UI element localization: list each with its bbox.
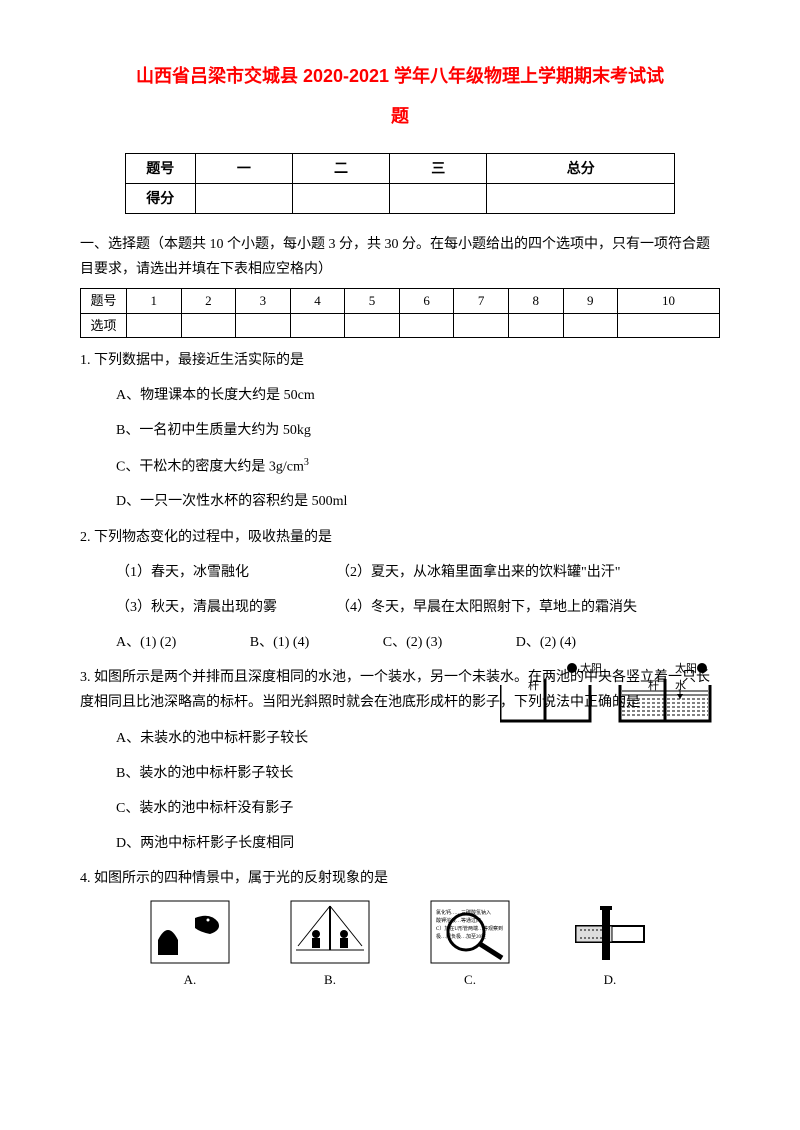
q4-label-a: A.	[135, 968, 245, 991]
exam-title-1: 山西省吕梁市交城县 2020-2021 学年八年级物理上学期期末考试试	[80, 60, 720, 92]
q4-label-c: C.	[415, 968, 525, 991]
q4-fig-d: D.	[555, 900, 665, 991]
answer-cell	[508, 313, 563, 337]
score-col-2: 二	[292, 153, 389, 183]
q2-opt-a: A、(1) (2)	[116, 630, 176, 655]
answer-cell	[563, 313, 618, 337]
q3-figure: 太阳 杆 太阳 杆 水	[500, 661, 720, 751]
question-4: 4. 如图所示的四种情景中，属于光的反射现象的是 A.	[80, 866, 720, 991]
q1-opt-a: A、物理课本的长度大约是 50cm	[80, 383, 720, 408]
q1-stem: 1. 下列数据中，最接近生活实际的是	[80, 348, 720, 373]
q2-sub-row1: （1）春天，冰雪融化（2）夏天，从冰箱里面拿出来的饮料罐"出汗"	[80, 560, 720, 585]
q4-stem: 4. 如图所示的四种情景中，属于光的反射现象的是	[80, 866, 720, 891]
answer-cell	[290, 313, 345, 337]
svg-text:杆: 杆	[648, 678, 659, 692]
answer-num: 5	[345, 289, 400, 313]
q2-sub-row2: （3）秋天，清晨出现的雾（4）冬天，早晨在太阳照射下，草地上的霜消失	[80, 595, 720, 620]
q4-label-b: B.	[275, 968, 385, 991]
score-col-total: 总分	[487, 153, 675, 183]
answer-table: 题号 1 2 3 4 5 6 7 8 9 10 选项	[80, 288, 720, 338]
answer-num: 7	[454, 289, 509, 313]
answer-cell	[399, 313, 454, 337]
question-2: 2. 下列物态变化的过程中，吸收热量的是 （1）春天，冰雪融化（2）夏天，从冰箱…	[80, 525, 720, 656]
q2-opt-c: C、(2) (3)	[383, 630, 443, 655]
svg-text:太阳: 太阳	[580, 662, 602, 675]
q2-options: A、(1) (2) B、(1) (4) C、(2) (3) D、(2) (4)	[80, 630, 720, 655]
answer-row2-label: 选项	[81, 313, 127, 337]
svg-text:极…限负极…加至20往: 极…限负极…加至20往	[436, 933, 486, 940]
answer-num: 8	[508, 289, 563, 313]
q3-opt-c: C、装水的池中标杆没有影子	[80, 796, 720, 821]
q1-opt-b: B、一名初中生质量大约为 50kg	[80, 418, 720, 443]
svg-text:酸钾溶液…等通过两: 酸钾溶液…等通过两	[436, 917, 481, 924]
q2-opt-b: B、(1) (4)	[250, 630, 310, 655]
score-header-label: 题号	[125, 153, 195, 183]
answer-row1-label: 题号	[81, 289, 127, 313]
score-cell	[487, 183, 675, 213]
answer-cell	[345, 313, 400, 337]
q4-fig-b: B.	[275, 900, 385, 991]
answer-num: 10	[618, 289, 720, 313]
svg-text:杆: 杆	[528, 678, 539, 692]
q2-stem: 2. 下列物态变化的过程中，吸收热量的是	[80, 525, 720, 550]
score-cell	[292, 183, 389, 213]
answer-num: 4	[290, 289, 345, 313]
answer-num: 2	[181, 289, 236, 313]
q1-opt-d: D、一只一次性水杯的容积约是 500ml	[80, 489, 720, 514]
q1-opt-c: C、干松木的密度大约是 3g/cm3	[80, 454, 720, 480]
score-row-label: 得分	[125, 183, 195, 213]
svg-text:水: 水	[675, 679, 686, 692]
svg-text:C）加在U形管两端…等观察到: C）加在U形管两端…等观察到	[436, 925, 503, 932]
q4-label-d: D.	[555, 968, 665, 991]
score-col-3: 三	[390, 153, 487, 183]
answer-num: 3	[236, 289, 291, 313]
q2-opt-d: D、(2) (4)	[516, 630, 576, 655]
answer-cell	[181, 313, 236, 337]
section1-instruction: 一、选择题（本题共 10 个小题，每小题 3 分，共 30 分。在每小题给出的四…	[80, 232, 720, 282]
answer-cell	[236, 313, 291, 337]
q4-fig-a: A.	[135, 900, 245, 991]
svg-text:太阳: 太阳	[675, 662, 697, 675]
answer-num: 9	[563, 289, 618, 313]
q3-opt-b: B、装水的池中标杆影子较长	[80, 761, 720, 786]
answer-cell	[454, 313, 509, 337]
score-table: 题号 一 二 三 总分 得分	[125, 153, 675, 214]
q3-opt-d: D、两池中标杆影子长度相同	[80, 831, 720, 856]
question-3: 3. 如图所示是两个并排而且深度相同的水池，一个装水，另一个未装水。在两池的中央…	[80, 665, 720, 856]
question-1: 1. 下列数据中，最接近生活实际的是 A、物理课本的长度大约是 50cm B、一…	[80, 348, 720, 515]
answer-num: 1	[127, 289, 182, 313]
q4-fig-c: 氯化钙……三碳酸氢钠入 酸钾溶液…等通过两 C）加在U形管两端…等观察到 极…限…	[415, 900, 525, 991]
exam-title-2: 题	[80, 100, 720, 132]
q4-figures: A. B. 氯化钙……三碳酸氢钠入 酸钾溶液…等通过两	[80, 900, 720, 991]
answer-cell	[618, 313, 720, 337]
score-cell	[390, 183, 487, 213]
answer-cell	[127, 313, 182, 337]
score-cell	[195, 183, 292, 213]
score-col-1: 一	[195, 153, 292, 183]
answer-num: 6	[399, 289, 454, 313]
